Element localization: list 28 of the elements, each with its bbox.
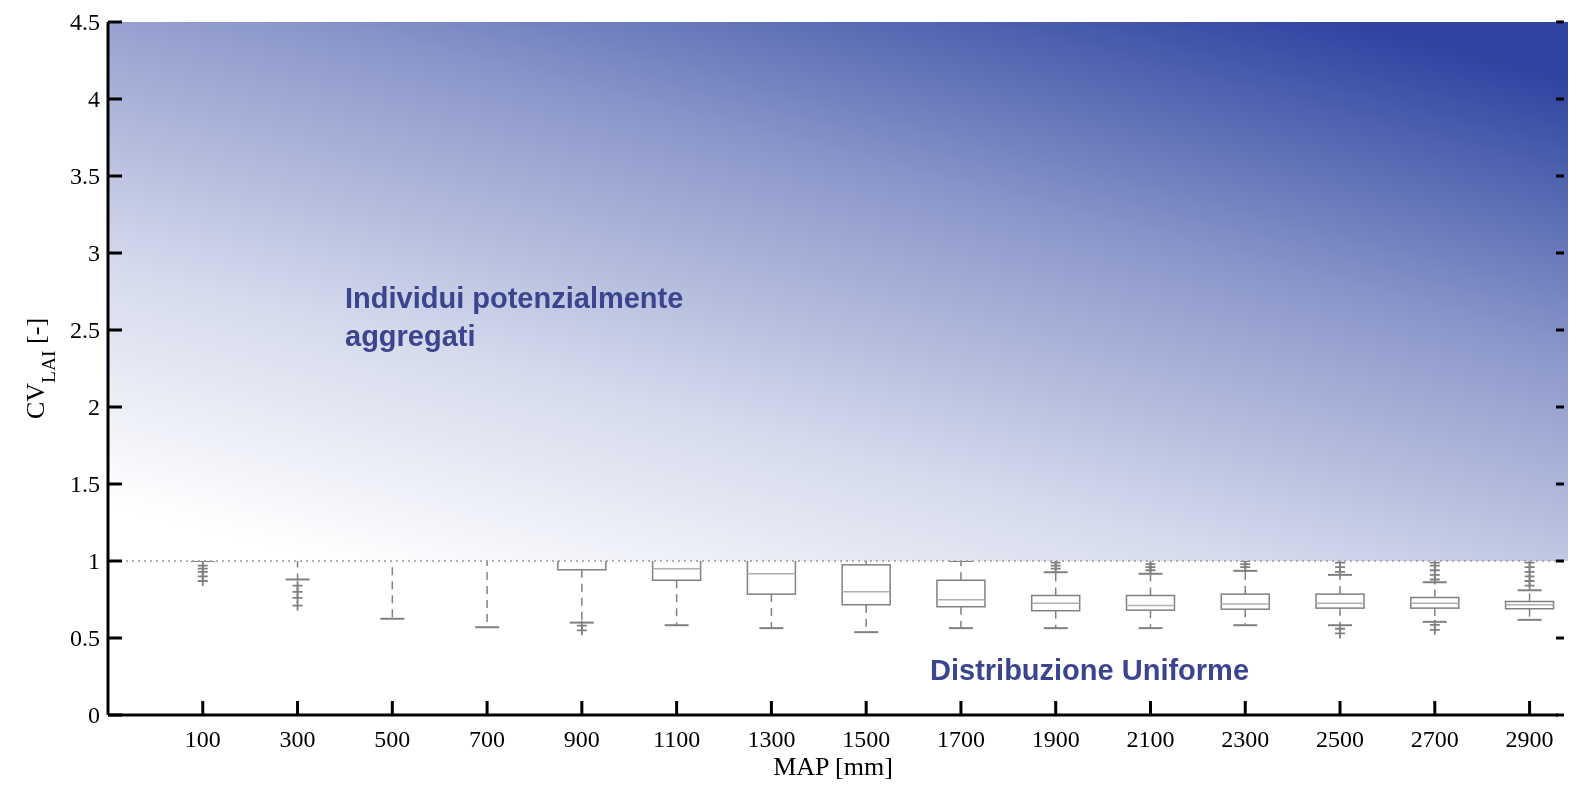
x-tick-label: 2300 (1221, 726, 1270, 752)
y-tick-label: 0.5 (70, 625, 100, 652)
x-tick-label: 1900 (1031, 726, 1080, 752)
y-tick-label: 4.5 (70, 9, 100, 36)
x-tick-label: 2500 (1316, 726, 1365, 752)
x-tick-label: 500 (374, 726, 411, 752)
x-tick-label: 300 (279, 726, 316, 752)
x-tick-label: 2100 (1126, 726, 1175, 752)
y-tick-label: 1.5 (70, 471, 100, 498)
x-tick-label: 100 (184, 726, 221, 752)
y-tick-label: 3.5 (70, 163, 100, 190)
x-axis-title: MAP [mm] (773, 752, 893, 781)
x-tick-label: 1100 (653, 726, 701, 752)
x-tick-label: 1300 (747, 726, 796, 752)
y-tick-label: 0 (88, 702, 100, 729)
y-tick-label: 2 (88, 394, 100, 421)
y-tick-label: 4 (88, 86, 100, 113)
x-tick-label: 1700 (936, 726, 985, 752)
annotation: Individui potenzialmente aggregati (345, 282, 684, 352)
y-tick-label: 1 (88, 548, 100, 575)
x-tick-label: 2900 (1505, 726, 1554, 752)
x-tick-label: 900 (563, 726, 600, 752)
x-tick-label: 700 (469, 726, 506, 752)
y-tick-label: 3 (88, 240, 100, 267)
x-tick-label: 2700 (1410, 726, 1459, 752)
y-tick-label: 2.5 (70, 317, 100, 344)
annotation: Distribuzione Uniforme (930, 654, 1250, 686)
x-tick-label: 1500 (842, 726, 891, 752)
